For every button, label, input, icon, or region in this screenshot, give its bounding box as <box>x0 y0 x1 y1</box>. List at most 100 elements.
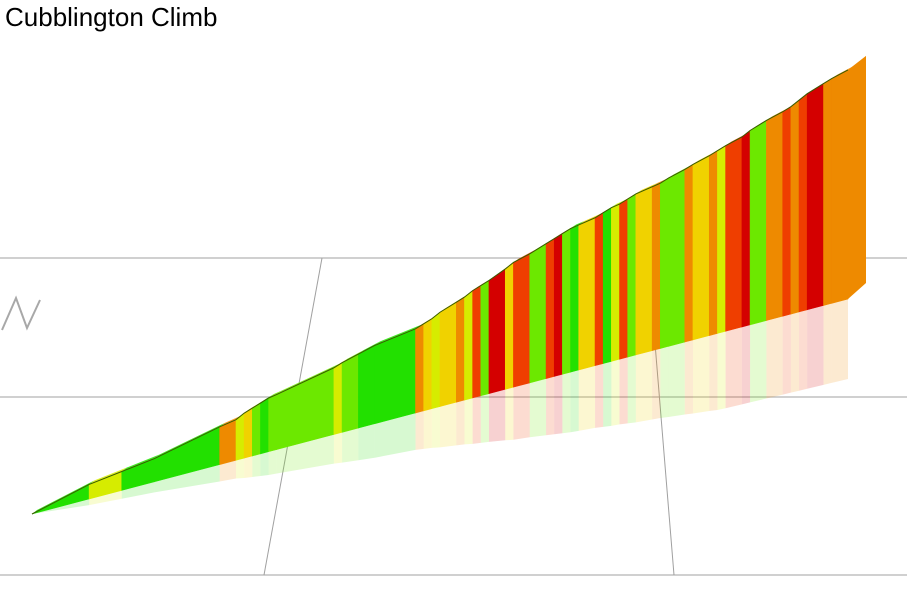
profile-segment-reflection <box>423 408 432 449</box>
profile-segment-reflection <box>236 458 245 479</box>
profile-segment-reflection <box>766 316 783 399</box>
profile-segment-reflection <box>529 378 547 438</box>
profile-segment <box>692 155 710 341</box>
profile-segment <box>684 163 694 343</box>
profile-segment-reflection <box>635 350 653 423</box>
profile-segment <box>594 212 604 367</box>
profile-segment <box>553 233 563 377</box>
profile-segment <box>798 93 808 313</box>
profile-segment-reflection <box>619 357 628 425</box>
profile-segment <box>341 353 359 433</box>
profile-segment <box>570 224 580 373</box>
profile-segment <box>358 344 376 429</box>
profile-segment <box>741 129 751 328</box>
profile-segment-reflection <box>440 402 457 448</box>
chart-title: Cubblington Climb <box>5 2 218 32</box>
profile-segment <box>504 261 514 390</box>
profile-segment-reflection <box>464 397 473 445</box>
profile-segment <box>578 217 596 371</box>
profile-segment <box>480 279 490 397</box>
profile-segment <box>790 99 800 315</box>
profile-segment <box>529 243 547 384</box>
profile-segment-reflection <box>374 412 416 458</box>
profile-segment-reflection <box>831 299 848 383</box>
profile-segment <box>562 228 571 375</box>
profile-segment <box>823 78 832 306</box>
profile-segment-reflection <box>554 374 563 435</box>
profile-segment-reflection <box>570 369 579 433</box>
profile-segment <box>749 119 767 326</box>
profile-segment-reflection <box>260 451 269 477</box>
profile-segment-reflection <box>358 423 375 461</box>
profile-segment-reflection <box>121 481 155 499</box>
profile-segment-reflection <box>472 395 481 444</box>
profile-segment-reflection <box>652 348 661 420</box>
profile-segment <box>668 168 686 347</box>
profile-segment-reflection <box>415 410 424 450</box>
profile-segment <box>766 111 784 321</box>
profile-segment-reflection <box>799 309 808 391</box>
profile-segment <box>472 285 482 399</box>
profile-segment <box>260 397 269 455</box>
profile-segment-reflection <box>154 464 220 493</box>
profile-segment-reflection <box>431 406 440 448</box>
profile-segment <box>545 238 555 379</box>
profile-segment-reflection <box>562 372 571 434</box>
profile-segment-reflection <box>480 393 489 443</box>
profile-segment-reflection <box>505 387 514 441</box>
gradient-zigzag-icon <box>1 295 41 331</box>
profile-segment <box>439 301 457 407</box>
profile-segment-reflection <box>546 376 555 436</box>
profile-segment-reflection <box>244 455 253 479</box>
profile-segment-reflection <box>692 335 710 414</box>
profile-segment-reflection <box>89 490 122 506</box>
profile-segment <box>243 407 253 459</box>
profile-segment-reflection <box>790 311 800 393</box>
profile-segment <box>513 253 531 388</box>
profile-segment <box>268 393 278 453</box>
profile-top-edge <box>31 69 849 515</box>
profile-segment-reflection <box>252 453 261 478</box>
profile-segment-reflection <box>660 346 669 418</box>
profile-segment-reflection <box>668 342 685 417</box>
profile-segment <box>782 106 792 317</box>
profile-segment-reflection <box>456 400 465 446</box>
profile-segment-reflection <box>782 314 791 395</box>
profile-segment-reflection <box>276 434 334 474</box>
profile-segment-reflection <box>627 354 636 424</box>
profile-reflection <box>32 299 848 514</box>
profile-segment-reflection <box>823 303 832 385</box>
profile-segment-reflection <box>342 428 359 463</box>
profile-segment <box>627 193 637 358</box>
profile-segment <box>660 177 669 349</box>
profile-segment-reflection <box>725 326 742 409</box>
profile-segment <box>725 136 743 332</box>
profile-segment-reflection <box>717 331 726 411</box>
profile-segment <box>431 311 441 410</box>
profile-segment <box>619 198 628 360</box>
profile-segment <box>464 289 473 401</box>
profile-segment-reflection <box>750 320 767 403</box>
profile-segment <box>415 323 424 414</box>
profile-segment-reflection <box>219 460 236 482</box>
profile-segment <box>423 318 433 412</box>
profile-segment <box>611 203 620 362</box>
profile-segment-reflection <box>611 359 620 426</box>
profile-segment <box>252 402 261 457</box>
profile-segment <box>708 150 718 336</box>
profile-segment-reflection <box>578 365 596 431</box>
profile-segment <box>635 186 653 356</box>
profile-segment <box>235 412 245 461</box>
profile-segment-reflection <box>684 339 693 415</box>
profile-segment <box>219 419 237 465</box>
profile-segment-reflection <box>603 361 612 427</box>
profile-segment <box>602 207 612 364</box>
profile-end-cap <box>848 55 866 300</box>
profile-segment <box>333 362 343 435</box>
profile-segment-reflection <box>709 333 718 412</box>
profile-segment <box>488 268 506 394</box>
profile-segment-reflection <box>807 305 824 389</box>
profile-segment <box>806 83 824 311</box>
profile-segment-reflection <box>488 389 506 442</box>
profile-segment <box>651 182 661 351</box>
